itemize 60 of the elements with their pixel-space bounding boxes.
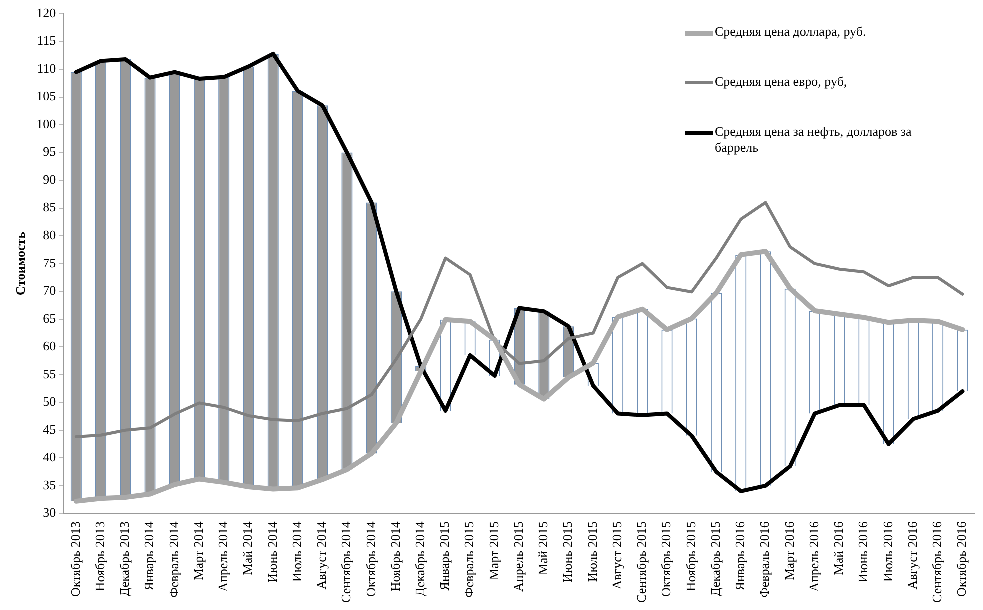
- y-tick-label: 80: [43, 227, 56, 242]
- y-axis-title: Стоимость: [13, 232, 28, 296]
- x-tick-label: Август 2014: [314, 521, 330, 590]
- y-tick-label: 100: [36, 116, 56, 132]
- y-tick-label: 115: [37, 33, 56, 48]
- x-tick-label: Декабрь 2013: [117, 522, 132, 597]
- x-tick-label: Май 2015: [536, 522, 551, 576]
- y-tick-label: 30: [43, 505, 56, 520]
- x-tick-label: Ноябрь 2013: [92, 522, 108, 592]
- legend-label: Средняя цена за нефть, долларов за баррель: [715, 124, 913, 156]
- x-tick-label: Октябрь 2013: [68, 522, 83, 597]
- x-tick-label: Июнь 2016: [856, 521, 871, 583]
- x-tick-label: Апрель 2016: [806, 521, 822, 592]
- x-tick-label: Январь 2014: [142, 521, 157, 591]
- y-tick-label: 50: [43, 394, 56, 410]
- y-tick-label: 95: [43, 144, 56, 160]
- y-tick-label: 35: [43, 477, 56, 492]
- x-tick-label: Октябрь 2014: [363, 521, 378, 597]
- x-tick-label: Март 2015: [486, 522, 502, 580]
- x-tick-label: Октябрь 2016: [954, 521, 970, 597]
- x-tick-label: Январь 2016: [732, 521, 748, 591]
- x-tick-label: Ноябрь 2015: [683, 522, 698, 592]
- x-tick-label: Декабрь 2015: [708, 522, 723, 597]
- x-tick-label: Июль 2014: [289, 521, 304, 582]
- x-tick-label: Июль 2015: [584, 522, 600, 582]
- x-tick-label: Август 2016: [904, 521, 920, 590]
- x-tick-label: Февраль 2016: [757, 521, 772, 598]
- x-tick-label: Сентябрь 2016: [929, 521, 944, 604]
- x-tick-label: Апрель 2014: [216, 521, 231, 592]
- x-tick-label: Июнь 2014: [264, 521, 280, 583]
- x-tick-label: Январь 2015: [437, 522, 452, 591]
- x-tick-label: Декабрь 2014: [412, 521, 428, 597]
- y-tick-label: 60: [43, 338, 56, 354]
- y-tick-label: 85: [43, 200, 56, 215]
- y-tick-label: 110: [37, 60, 56, 76]
- x-tick-label: Март 2014: [190, 521, 206, 580]
- y-tick-label: 65: [43, 310, 56, 326]
- y-tick-label: 90: [43, 172, 56, 187]
- x-tick-label: Май 2014: [240, 521, 256, 576]
- x-tick-label: Август 2015: [609, 522, 624, 590]
- x-tick-label: Февраль 2015: [462, 522, 477, 598]
- x-tick-label: Сентябрь 2015: [634, 522, 650, 604]
- y-tick-label: 40: [43, 450, 56, 465]
- x-tick-label: Апрель 2015: [510, 522, 526, 592]
- x-tick-label: Сентябрь 2014: [338, 521, 354, 604]
- x-tick-label: Март 2016: [782, 521, 797, 580]
- x-tick-label: Ноябрь 2014: [388, 521, 403, 592]
- legend-label: Средняя цена доллара, руб.: [715, 24, 866, 40]
- x-tick-label: Июнь 2015: [560, 522, 576, 583]
- y-tick-label: 55: [43, 366, 56, 382]
- x-tick-label: Май 2016: [831, 521, 846, 576]
- y-tick-label: 70: [43, 283, 56, 298]
- legend-label: Средняя цена евро, руб,: [715, 74, 848, 90]
- y-tick-label: 120: [36, 5, 56, 20]
- y-tick-label: 75: [43, 255, 56, 270]
- y-tick-label: 105: [36, 88, 56, 104]
- x-tick-label: Июль 2016: [880, 521, 896, 582]
- y-tick-label: 45: [43, 422, 56, 437]
- x-tick-label: Февраль 2014: [166, 521, 182, 598]
- x-tick-label: Октябрь 2015: [658, 522, 674, 597]
